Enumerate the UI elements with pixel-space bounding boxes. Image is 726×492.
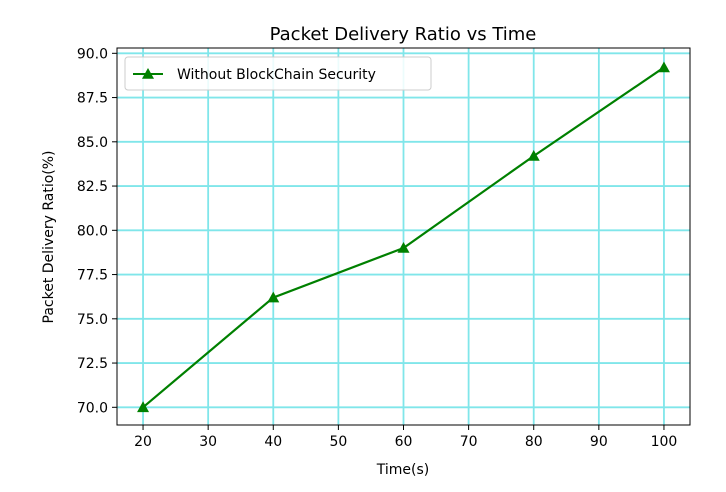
x-tick-label: 90 xyxy=(590,434,608,450)
series-layer xyxy=(137,61,670,413)
data-point-marker xyxy=(137,401,150,413)
y-tick-label: 70.0 xyxy=(77,400,108,416)
data-point-marker xyxy=(267,291,280,303)
x-tick-label: 30 xyxy=(199,434,217,450)
x-tick-label: 60 xyxy=(395,434,413,450)
y-tick-label: 80.0 xyxy=(77,223,108,239)
legend-box xyxy=(124,56,432,91)
x-tick-label: 100 xyxy=(651,434,678,450)
x-tick-label: 20 xyxy=(134,434,152,450)
legend: Without BlockChain Security xyxy=(124,56,432,91)
legend-label: Without BlockChain Security xyxy=(177,67,376,83)
y-tick-label: 85.0 xyxy=(77,135,108,151)
x-tick-label: 40 xyxy=(264,434,282,450)
y-tick-label: 87.5 xyxy=(77,91,108,107)
data-point-marker xyxy=(657,61,670,73)
y-tick-label: 75.0 xyxy=(77,312,108,328)
y-axis-label: Packet Delivery Ratio(%) xyxy=(41,151,57,324)
x-tick-label: 80 xyxy=(525,434,543,450)
grid xyxy=(117,48,690,425)
chart-title: Packet Delivery Ratio vs Time xyxy=(270,24,537,45)
x-tick-label: 50 xyxy=(329,434,347,450)
y-tick-label: 90.0 xyxy=(77,46,108,62)
ticks: 20 30 40 50 60 70 80 90 100 70.0 72.5 75.0 77.5 80.0 8… xyxy=(77,46,677,450)
data-point-marker xyxy=(527,149,540,161)
y-tick-label: 77.5 xyxy=(77,268,108,284)
x-axis-label: Time(s) xyxy=(376,462,429,478)
data-point-marker xyxy=(397,242,410,253)
legend-marker xyxy=(142,68,154,79)
y-tick-label: 82.5 xyxy=(77,179,108,195)
y-tick-label: 72.5 xyxy=(77,356,108,372)
x-tick-label: 70 xyxy=(460,434,478,450)
